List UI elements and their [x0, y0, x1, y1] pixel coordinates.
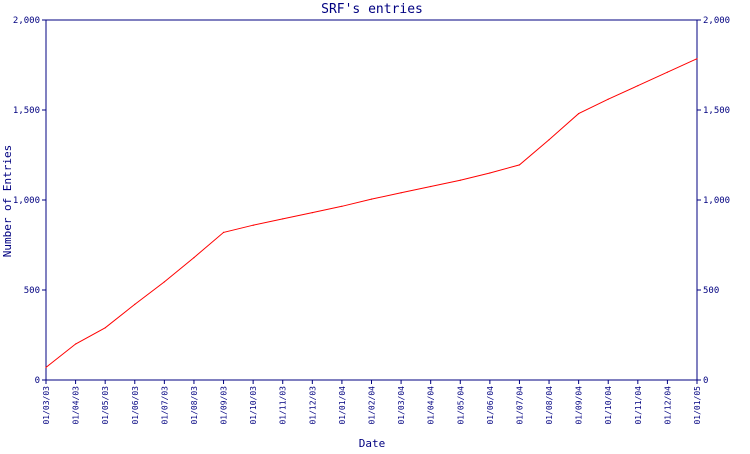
x-tick-label: 01/05/03 — [101, 386, 110, 425]
data-point — [341, 205, 343, 207]
x-tick-label: 01/04/03 — [72, 386, 81, 425]
y-tick-label-right: 0 — [703, 376, 708, 386]
x-tick-label: 01/08/04 — [545, 386, 554, 425]
plot-area — [45, 19, 698, 381]
data-point — [489, 172, 491, 174]
data-point — [578, 113, 580, 115]
y-tick-label-left: 0 — [35, 376, 40, 386]
data-point — [548, 139, 550, 141]
x-tick-label: 01/07/04 — [515, 386, 524, 425]
x-tick-label: 01/12/03 — [308, 386, 317, 425]
data-point — [370, 198, 373, 200]
x-tick-label: 01/10/03 — [249, 386, 258, 425]
x-tick-label: 01/06/04 — [486, 386, 495, 425]
data-point — [45, 366, 47, 368]
data-point — [430, 185, 432, 188]
data-point — [163, 281, 165, 283]
y-tick-label-right: 1,000 — [703, 196, 730, 206]
x-tick-label: 01/05/04 — [456, 386, 465, 425]
x-tick-label: 01/01/04 — [338, 386, 347, 425]
data-point — [74, 343, 77, 345]
data-point — [459, 179, 461, 181]
y-tick-label-left: 2,000 — [13, 16, 40, 26]
x-tick-label: 01/06/03 — [131, 386, 140, 425]
data-point — [607, 98, 609, 100]
data-point — [193, 257, 195, 259]
data-point — [637, 85, 639, 87]
y-axis-left: 0 500 1,000 1,500 2,000 — [13, 16, 46, 386]
series-layer — [45, 58, 698, 368]
y-tick-label-right: 500 — [703, 286, 719, 296]
x-axis: 01/03/03 01/04/03 01/05/03 01/06/03 01/07/03… — [42, 380, 702, 425]
y-axis-right: 0 500 1,000 1,500 2,000 — [697, 16, 730, 386]
x-tick-label: 01/12/04 — [663, 386, 672, 425]
y-tick-label-right: 2,000 — [703, 16, 730, 26]
x-tick-label: 01/07/03 — [160, 386, 169, 425]
y-tick-label-left: 1,000 — [13, 196, 40, 206]
chart-title: SRF's entries — [321, 2, 423, 17]
data-point — [518, 164, 521, 166]
data-point — [311, 212, 313, 214]
data-point — [222, 231, 225, 233]
data-point — [134, 303, 136, 305]
x-tick-label: 01/09/03 — [220, 386, 229, 425]
x-tick-label: 01/08/03 — [190, 386, 199, 425]
data-point — [400, 192, 402, 194]
y-tick-label-right: 1,500 — [703, 106, 730, 116]
data-point — [696, 58, 698, 60]
data-point — [104, 327, 106, 329]
x-tick-label: 01/04/04 — [427, 386, 436, 425]
x-axis-label: Date — [359, 437, 386, 450]
y-axis-label: Number of Entries — [1, 145, 14, 258]
series-line — [45, 58, 698, 368]
data-point — [252, 224, 254, 226]
x-tick-label: 01/11/03 — [279, 386, 288, 425]
y-tick-label-left: 1,500 — [13, 106, 40, 116]
x-tick-label: 01/03/04 — [397, 386, 406, 425]
x-tick-label: 01/11/04 — [634, 386, 643, 425]
x-tick-label: 01/10/04 — [604, 386, 613, 425]
x-tick-label: 01/02/04 — [368, 386, 377, 425]
x-tick-label: 01/03/03 — [42, 386, 51, 425]
x-tick-label: 01/09/04 — [575, 386, 584, 425]
data-point — [666, 71, 669, 73]
y-tick-label-left: 500 — [24, 286, 40, 296]
x-tick-label: 01/01/05 — [693, 386, 702, 425]
data-point — [282, 218, 284, 220]
